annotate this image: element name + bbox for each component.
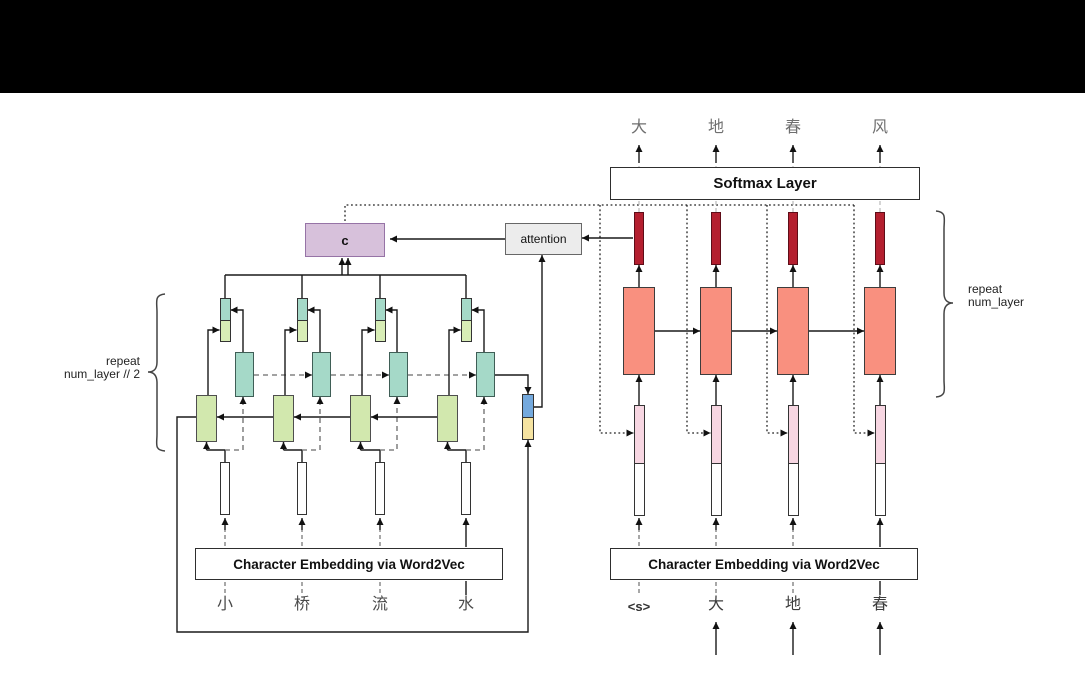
decoder-input-char: 地 <box>784 596 802 613</box>
decoder-repeat-label: repeat num_layer <box>968 283 1078 309</box>
encoder-concat-state-bar <box>219 298 231 342</box>
decoder-input-char: 大 <box>707 596 725 613</box>
decoder-output-char: 地 <box>707 119 725 136</box>
encoder-concat-top-half <box>297 299 307 320</box>
decoder-output-projection-bar <box>788 212 798 265</box>
encoder-input-char: 水 <box>457 596 475 613</box>
decoder-concat-embedding-half <box>875 463 885 515</box>
decoder-repeat-label-line2: num_layer <box>968 295 1025 309</box>
encoder-backward-lstm-box <box>476 352 495 397</box>
decoder-concat-context-half <box>634 406 644 464</box>
attention-box: attention <box>505 223 582 255</box>
encoder-backward-lstm-box <box>235 352 254 397</box>
decoder-lstm-box <box>777 287 809 375</box>
encoder-forward-lstm-box <box>196 395 217 442</box>
decoder-concat-context-half <box>875 406 885 464</box>
top-black-bar <box>0 0 1085 93</box>
decoder-input-concat-bar <box>787 405 799 516</box>
softmax-layer-box: Softmax Layer <box>610 167 920 200</box>
encoder-concat-state-bar <box>296 298 308 342</box>
decoder-output-char: 春 <box>784 119 802 136</box>
encoder-forward-lstm-box <box>350 395 371 442</box>
decoder-embedding-box: Character Embedding via Word2Vec <box>610 548 918 580</box>
encoder-input-char: 桥 <box>293 596 311 613</box>
decoder-repeat-label-line1: repeat <box>968 282 1003 296</box>
encoder-embedding-box: Character Embedding via Word2Vec <box>195 548 503 580</box>
encoder-concat-bottom-half <box>297 319 307 341</box>
encoder-final-state-backward-half <box>523 395 533 417</box>
encoder-final-state-bar <box>522 394 534 440</box>
decoder-output-char: 大 <box>630 119 648 136</box>
encoder-input-char: 小 <box>216 596 234 613</box>
decoder-lstm-box <box>623 287 655 375</box>
encoder-concat-state-bar <box>374 298 386 342</box>
encoder-embedding-vector-bar <box>220 462 230 515</box>
encoder-concat-top-half <box>461 299 471 320</box>
encoder-repeat-label-line1: repeat <box>105 354 140 368</box>
context-vector-box: c <box>305 223 385 257</box>
encoder-final-state-forward-half <box>523 416 533 439</box>
encoder-forward-lstm-box <box>273 395 294 442</box>
decoder-output-projection-bar <box>711 212 721 265</box>
encoder-concat-top-half <box>375 299 385 320</box>
encoder-concat-top-half <box>220 299 230 320</box>
decoder-concat-context-half <box>788 406 798 464</box>
encoder-repeat-brace <box>147 293 166 452</box>
encoder-forward-lstm-box <box>437 395 458 442</box>
encoder-embedding-vector-bar <box>375 462 385 515</box>
encoder-backward-lstm-box <box>312 352 331 397</box>
encoder-concat-bottom-half <box>220 319 230 341</box>
encoder-concat-state-bar <box>460 298 472 342</box>
decoder-concat-embedding-half <box>634 463 644 515</box>
decoder-output-projection-bar <box>875 212 885 265</box>
decoder-lstm-box <box>864 287 896 375</box>
decoder-input-char: 春 <box>871 596 889 613</box>
encoder-repeat-label: repeat num_layer // 2 <box>30 355 140 381</box>
decoder-concat-context-half <box>711 406 721 464</box>
encoder-embedding-vector-bar <box>297 462 307 515</box>
decoder-lstm-box <box>700 287 732 375</box>
decoder-concat-embedding-half <box>711 463 721 515</box>
encoder-embedding-vector-bar <box>461 462 471 515</box>
encoder-input-char: 流 <box>371 596 389 613</box>
decoder-repeat-brace <box>935 210 954 398</box>
decoder-output-projection-bar <box>634 212 644 265</box>
encoder-backward-lstm-box <box>389 352 408 397</box>
decoder-input-concat-bar <box>710 405 722 516</box>
decoder-input-concat-bar <box>633 405 645 516</box>
decoder-output-char: 风 <box>871 119 889 136</box>
encoder-concat-bottom-half <box>375 319 385 341</box>
encoder-repeat-label-line2: num_layer // 2 <box>63 367 140 381</box>
decoder-concat-embedding-half <box>788 463 798 515</box>
encoder-concat-bottom-half <box>461 319 471 341</box>
decoder-input-concat-bar <box>874 405 886 516</box>
decoder-input-char: <s> <box>627 599 651 614</box>
